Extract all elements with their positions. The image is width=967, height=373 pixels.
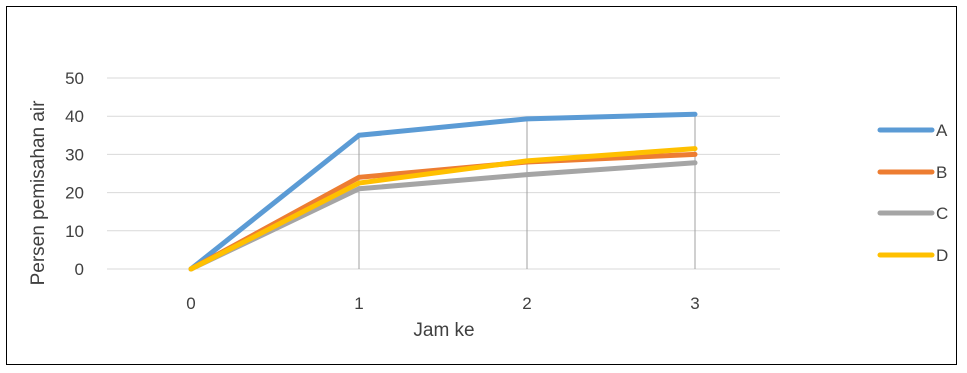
legend: A B C D [877,121,948,265]
chart-frame [6,6,957,365]
y-tick-label: 30 [65,145,84,164]
x-tick-label: 1 [354,294,363,313]
x-tick-label: 2 [522,294,531,313]
series-line-a [188,111,698,272]
series-line-d [188,146,698,272]
y-tick-label: 20 [65,184,84,203]
series-line-c [188,160,698,272]
legend-label-a: A [936,121,948,140]
y-tick-label: 40 [65,107,84,126]
y-axis-label: Persen pemisahan air [28,100,49,285]
y-tick-label: 0 [75,260,84,279]
legend-label-b: B [936,163,947,182]
x-tick-label: 3 [690,294,699,313]
x-tick-label: 0 [186,294,195,313]
x-axis-ticks: 0 1 2 3 [186,294,699,313]
legend-label-d: D [936,246,948,265]
gridlines [107,77,780,270]
x-axis-label: Jam ke [413,320,474,341]
drop-lines [358,114,696,269]
y-tick-label: 50 [65,69,84,88]
y-axis-ticks: 0 10 20 30 40 50 [65,69,84,279]
series-lines [188,111,698,272]
y-tick-label: 10 [65,222,84,241]
legend-label-c: C [936,204,948,223]
